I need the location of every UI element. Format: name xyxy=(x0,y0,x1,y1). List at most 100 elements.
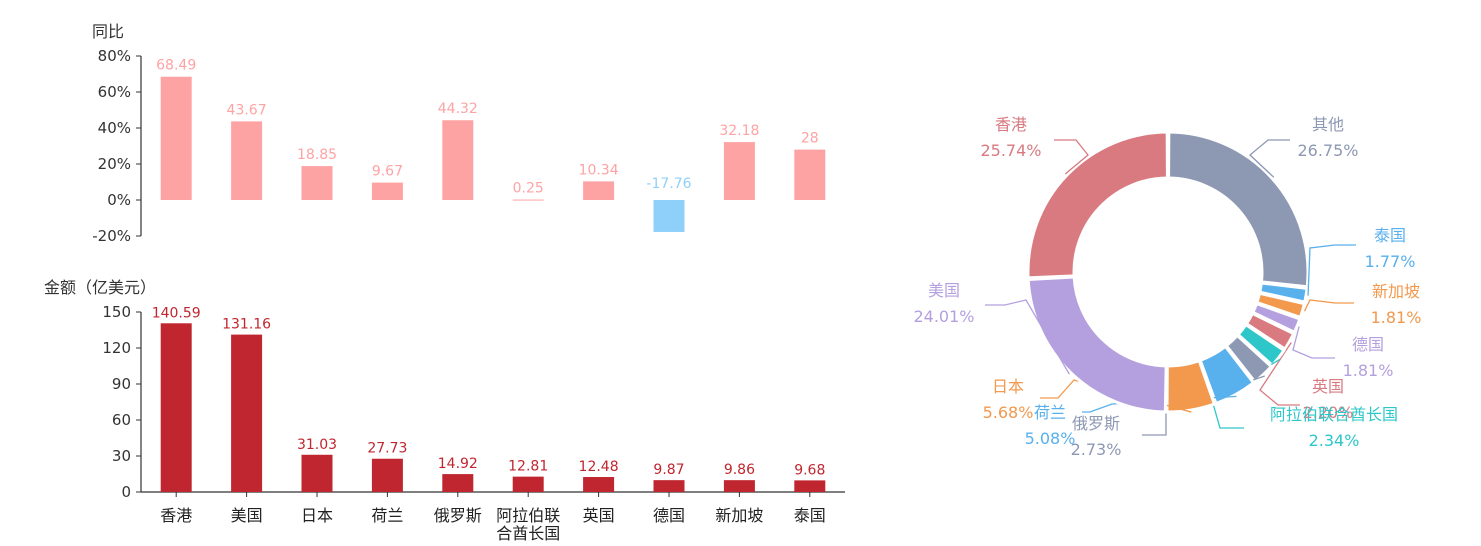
slice-name-label: 荷兰 xyxy=(1034,403,1066,422)
amount-y-tick-label: 150 xyxy=(102,303,131,321)
amount-data-label: 9.68 xyxy=(794,462,825,478)
x-category-label: 阿拉伯联 xyxy=(496,506,560,525)
amount-bar xyxy=(371,458,403,492)
amount-y-tick-label: 30 xyxy=(112,447,131,465)
yoy-data-label: 43.67 xyxy=(227,102,267,118)
yoy-data-label: 68.49 xyxy=(156,58,196,74)
yoy-data-label: 9.67 xyxy=(372,164,403,180)
leader-line xyxy=(1249,139,1290,178)
slice-name-label: 香港 xyxy=(995,115,1027,134)
amount-y-tick-label: 90 xyxy=(112,375,131,393)
leader-line xyxy=(1054,139,1089,175)
yoy-bar xyxy=(583,181,615,200)
share-donut-chart: 其他26.75%泰国1.77%新加坡1.81%德国1.81%英国2.20%阿拉伯… xyxy=(913,115,1421,459)
yoy-y-tick-label: 0% xyxy=(107,191,131,209)
yoy-y-tick-label: 80% xyxy=(98,47,131,65)
yoy-data-label: 32.18 xyxy=(719,123,759,139)
slice-percent-label: 1.77% xyxy=(1365,252,1416,271)
amount-axis-title: 金额（亿美元） xyxy=(44,278,156,297)
donut-slice xyxy=(1026,275,1168,414)
amount-bar xyxy=(512,476,544,492)
slice-name-label: 英国 xyxy=(1312,377,1344,396)
slice-name-label: 泰国 xyxy=(1374,226,1406,245)
yoy-bar xyxy=(301,166,333,200)
x-category-label: 泰国 xyxy=(794,506,826,525)
yoy-data-label: 44.32 xyxy=(438,101,478,117)
yoy-data-label: 0.25 xyxy=(513,181,544,197)
yoy-bar xyxy=(442,120,474,200)
amount-y-tick-label: 60 xyxy=(112,411,131,429)
x-category-label: 新加坡 xyxy=(715,506,763,525)
yoy-y-tick-label: 40% xyxy=(98,119,131,137)
amount-bar xyxy=(231,334,263,492)
x-category-label: 英国 xyxy=(583,506,615,525)
amount-data-label: 31.03 xyxy=(297,437,337,453)
yoy-bar xyxy=(512,199,544,201)
slice-name-label: 俄罗斯 xyxy=(1072,414,1120,433)
amount-bar xyxy=(723,480,755,492)
yoy-bar xyxy=(160,76,192,200)
yoy-bar xyxy=(723,142,755,200)
slice-name-label: 新加坡 xyxy=(1372,282,1420,301)
yoy-data-label: 28 xyxy=(801,131,819,147)
x-category-label: 荷兰 xyxy=(371,506,403,525)
yoy-bar xyxy=(794,149,826,200)
slice-percent-label: 5.68% xyxy=(983,403,1034,422)
slice-name-label: 德国 xyxy=(1352,335,1384,354)
yoy-data-label: 10.34 xyxy=(579,162,619,178)
leader-line xyxy=(1292,326,1335,359)
yoy-data-label: -17.76 xyxy=(646,176,691,192)
amount-bar-chart: 金额（亿美元） 150 120 90 60 30 0 140.59 香港 131.16 美国 31.0… xyxy=(44,278,845,543)
slice-name-label: 阿拉伯联合酋长国 xyxy=(1270,405,1398,424)
slice-percent-label: 2.73% xyxy=(1071,440,1122,459)
slice-percent-label: 2.20% xyxy=(1303,403,1354,422)
yoy-bar-chart: 同比 80% 60% 40% 20% 0% -20% 68.49 43.67 18.85 9.67 4… xyxy=(92,22,826,245)
x-category-label: 日本 xyxy=(301,506,333,525)
leader-line xyxy=(1259,342,1300,406)
leader-line xyxy=(1307,244,1356,296)
yoy-bar xyxy=(371,182,403,200)
yoy-axis-title: 同比 xyxy=(92,22,124,41)
amount-data-label: 9.87 xyxy=(653,462,684,478)
slice-name-label: 日本 xyxy=(992,377,1024,396)
x-category-label: 香港 xyxy=(160,506,192,525)
yoy-data-label: 18.85 xyxy=(297,147,337,163)
amount-data-label: 12.81 xyxy=(508,459,548,475)
amount-data-label: 131.16 xyxy=(222,317,271,333)
x-category-label: 合酋长国 xyxy=(496,524,560,543)
amount-y-tick-label: 120 xyxy=(102,339,131,357)
amount-bar xyxy=(653,480,685,492)
slice-percent-label: 1.81% xyxy=(1371,308,1422,327)
slice-percent-label: 25.74% xyxy=(980,141,1041,160)
amount-bar xyxy=(583,477,615,492)
x-category-label: 德国 xyxy=(653,506,685,525)
slice-percent-label: 24.01% xyxy=(913,307,974,326)
leader-line xyxy=(985,299,1070,375)
donut-slice xyxy=(1026,130,1169,280)
amount-data-label: 27.73 xyxy=(367,441,407,457)
slice-name-label: 美国 xyxy=(928,281,960,300)
yoy-bar xyxy=(231,121,263,200)
slice-name-label: 其他 xyxy=(1312,115,1344,134)
x-category-label: 美国 xyxy=(231,506,263,525)
amount-bar xyxy=(160,323,192,492)
yoy-bar xyxy=(653,200,685,232)
amount-data-label: 12.48 xyxy=(579,459,619,475)
amount-y-tick-label: 0 xyxy=(121,483,131,501)
amount-bar xyxy=(301,454,333,492)
slice-percent-label: 1.81% xyxy=(1343,361,1394,380)
amount-data-label: 9.86 xyxy=(724,462,755,478)
amount-bar xyxy=(442,474,474,492)
yoy-y-tick-label: 20% xyxy=(98,155,131,173)
slice-percent-label: 2.34% xyxy=(1309,431,1360,450)
slice-percent-label: 5.08% xyxy=(1025,429,1076,448)
amount-data-label: 140.59 xyxy=(152,305,201,321)
donut-slice xyxy=(1167,130,1310,289)
yoy-y-tick-label: -20% xyxy=(92,227,131,245)
yoy-y-tick-label: 60% xyxy=(98,83,131,101)
slice-percent-label: 26.75% xyxy=(1297,141,1358,160)
amount-bar xyxy=(794,480,826,492)
leader-line xyxy=(1303,299,1354,312)
x-category-label: 俄罗斯 xyxy=(434,506,482,525)
